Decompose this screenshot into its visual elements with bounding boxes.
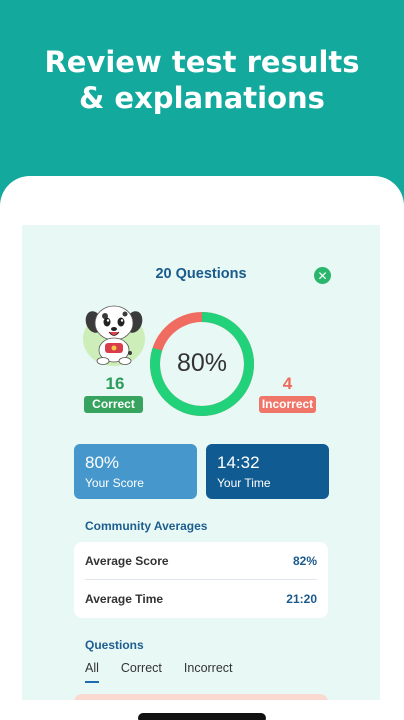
average-time-row: Average Time 21:20 <box>85 584 317 614</box>
dalmatian-mascot-icon <box>83 305 145 366</box>
incorrect-count: 4 <box>282 374 293 393</box>
average-time-value: 21:20 <box>286 592 317 606</box>
results-screen: 20 Questions ✕ 80% 16 Correct 4 Incorre <box>22 225 380 700</box>
tab-incorrect[interactable]: Incorrect <box>183 661 233 675</box>
score-percent-label: 80% <box>176 349 228 377</box>
score-ring-chart <box>150 312 254 416</box>
questions-filter-tabs: All Correct Incorrect <box>85 661 255 683</box>
tab-correct[interactable]: Correct <box>120 661 162 675</box>
correct-badge: Correct <box>84 396 143 413</box>
home-indicator[interactable] <box>138 713 266 720</box>
questions-count-title: 20 Questions <box>155 266 247 282</box>
promo-headline: Review test results & explanations <box>0 44 404 116</box>
average-score-value: 82% <box>292 554 317 568</box>
headline-line-1: Review test results <box>44 45 360 79</box>
headline-line-2: & explanations <box>79 81 325 115</box>
close-icon[interactable]: ✕ <box>314 267 331 284</box>
average-score-row: Average Score 82% <box>85 546 317 576</box>
incorrect-badge: Incorrect <box>259 396 316 413</box>
average-time-label: Average Time <box>85 592 164 606</box>
divider <box>85 579 317 580</box>
average-score-label: Average Score <box>85 554 169 568</box>
your-score-card: 80% Your Score <box>74 444 197 499</box>
correct-count: 16 <box>105 374 125 393</box>
your-time-value: 14:32 <box>217 453 260 472</box>
your-time-label: Your Time <box>217 476 271 490</box>
your-score-label: Your Score <box>85 476 144 490</box>
your-score-value: 80% <box>85 453 120 472</box>
tab-all[interactable]: All <box>85 661 99 683</box>
questions-heading: Questions <box>85 638 144 652</box>
question-list-item[interactable] <box>74 694 328 700</box>
community-averages-card: Average Score 82% Average Time 21:20 <box>74 542 328 618</box>
community-averages-heading: Community Averages <box>85 519 208 533</box>
ring-correct-segment <box>150 312 254 416</box>
your-time-card: 14:32 Your Time <box>206 444 329 499</box>
